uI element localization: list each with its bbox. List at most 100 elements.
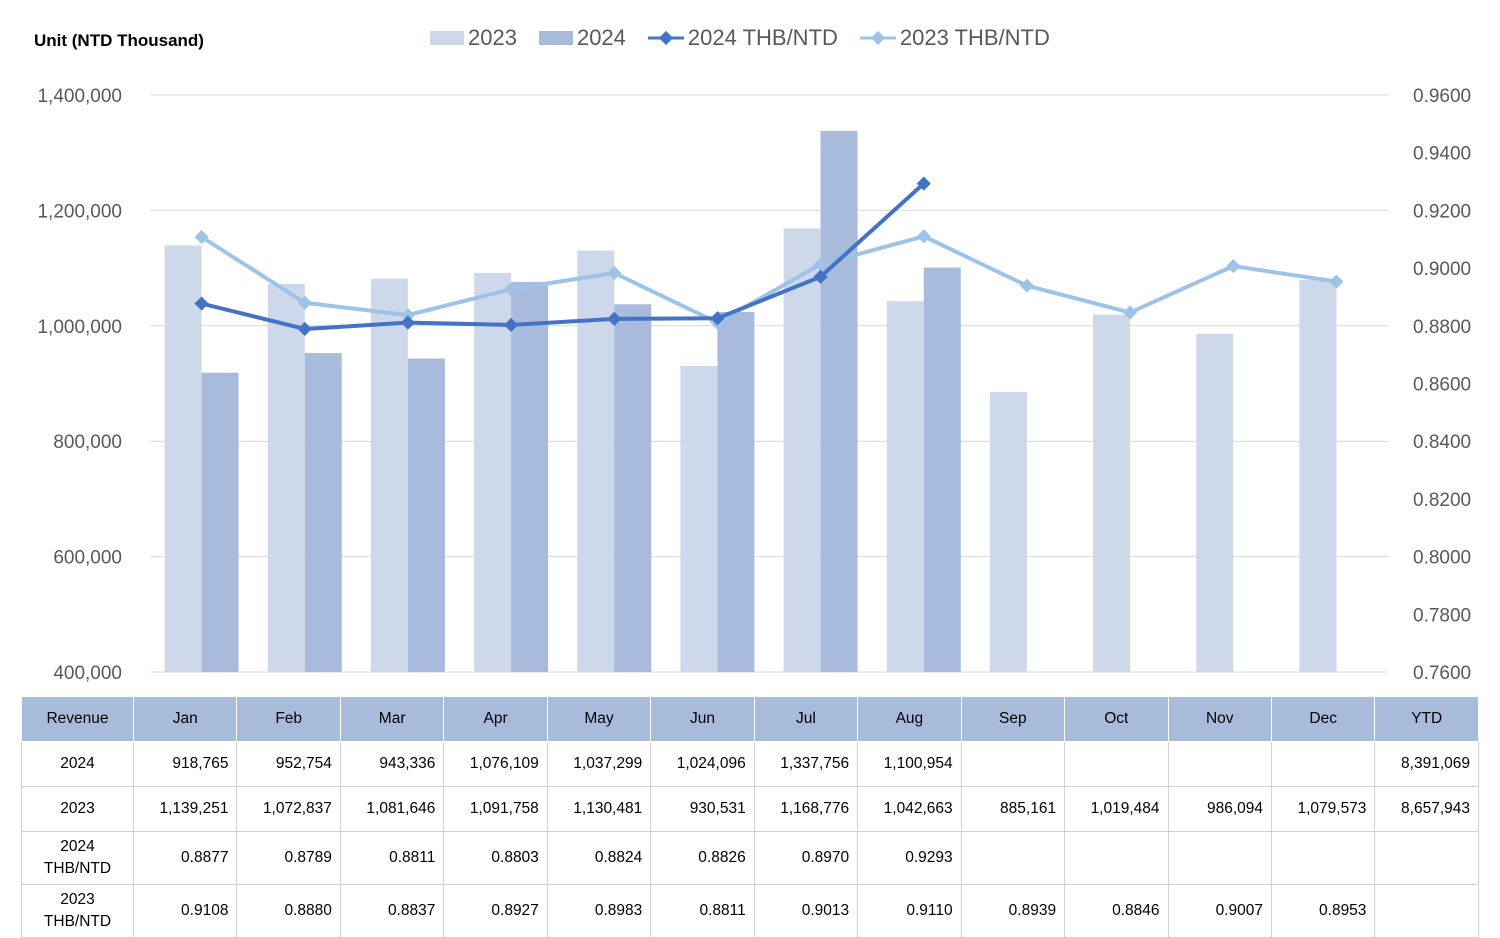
table-cell: 885,161 — [960, 786, 1066, 832]
chart-legend: 2023 2024 2024 THB/NTD 2023 THB/NTD — [430, 25, 1050, 51]
marker-2024-thb-ntd — [194, 296, 209, 311]
legend-label-2024-thb-ntd: 2024 THB/NTD — [687, 25, 838, 50]
table-cell — [1374, 884, 1479, 938]
right-axis-tick-label: 0.9400 — [1413, 144, 1471, 165]
table-header-aug: Aug — [857, 696, 962, 742]
table-row: 2023 1,139,251 1,072,837 1,081,646 1,091,758… — [21, 786, 1479, 832]
table-cell: 0.8789 — [236, 831, 341, 885]
marker-2023-thb-ntd — [504, 282, 519, 297]
bar-2024-feb — [304, 353, 342, 672]
table-cell: 0.8880 — [236, 884, 341, 938]
legend-item-2023: 2023 — [430, 25, 517, 51]
table-cell: 0.8837 — [339, 884, 445, 938]
right-axis-tick-label: 0.8600 — [1413, 375, 1471, 396]
table-cell: 0.8939 — [960, 884, 1066, 938]
right-axis-tick-label: 0.8200 — [1413, 490, 1471, 511]
legend-item-2024: 2024 — [538, 25, 626, 51]
table-cell: 8,657,943 — [1374, 786, 1479, 832]
marker-2023-thb-ntd — [916, 229, 931, 244]
table-row-label: 2023 — [21, 786, 134, 832]
bar-2024-aug — [923, 267, 961, 672]
table-cell: 0.8846 — [1064, 884, 1169, 938]
table-row-label: 2024 THB/NTD — [21, 831, 134, 885]
table-header-apr: Apr — [443, 696, 548, 742]
unit-label: Unit (NTD Thousand) — [34, 31, 204, 50]
bar-2024-jun — [717, 311, 755, 672]
table-cell: 1,139,251 — [132, 786, 238, 832]
marker-2024-thb-ntd — [607, 311, 622, 326]
marker-2023-thb-ntd — [400, 308, 415, 323]
table-header-jan: Jan — [132, 696, 238, 742]
marker-2024-thb-ntd — [710, 311, 725, 326]
legend-item-2024-thb-ntd: 2024 THB/NTD — [647, 25, 838, 51]
table-header-jun: Jun — [650, 696, 755, 742]
table-row: 2024 THB/NTD 0.8877 0.8789 0.8811 0.8803 0.882… — [21, 831, 1479, 885]
table-header-sep: Sep — [960, 696, 1066, 742]
combo-chart: 1,400,000 1,200,000 1,000,000 800,000 600,00… — [37, 86, 1471, 684]
right-axis-tick-label: 0.8800 — [1413, 317, 1471, 338]
right-axis-tick-label: 0.9200 — [1413, 201, 1471, 222]
legend-swatch-2023 — [430, 31, 464, 45]
table-header-oct: Oct — [1064, 696, 1169, 742]
table-cell: 0.9110 — [857, 884, 962, 938]
table-cell: 918,765 — [132, 741, 238, 787]
right-axis-tick-label: 0.9600 — [1413, 86, 1471, 107]
bar-2023-aug — [886, 301, 924, 672]
table-cell: 0.8811 — [650, 884, 755, 938]
table-cell — [1167, 831, 1272, 885]
table-cell — [960, 831, 1066, 885]
legend-swatch-2024 — [538, 31, 573, 45]
bar-2023-feb — [267, 283, 305, 672]
table-cell — [1064, 831, 1169, 885]
table-cell: 1,076,109 — [443, 741, 548, 787]
bar-2023-oct — [1093, 314, 1131, 672]
left-axis-tick-label: 800,000 — [53, 432, 122, 453]
marker-2023-thb-ntd — [1019, 278, 1034, 293]
table-cell: 0.8970 — [753, 831, 859, 885]
table-row-label-line: THB/NTD — [43, 860, 112, 877]
marker-2024-thb-ntd — [813, 269, 828, 284]
table-cell — [1374, 831, 1479, 885]
marker-2024-thb-ntd — [504, 317, 519, 333]
revenue-table: Revenue Jan Feb Mar Apr May Jun Jul Aug Sep Oct Nov… — [21, 696, 1479, 938]
bar-2023-dec — [1299, 279, 1337, 672]
right-axis-tick-label: 0.8400 — [1413, 432, 1471, 453]
table-header-mar: Mar — [339, 696, 445, 742]
bar-2024-may — [614, 304, 652, 672]
table-cell — [1064, 741, 1169, 787]
table-cell: 1,072,837 — [236, 786, 341, 832]
table-cell — [1270, 741, 1376, 787]
marker-2023-thb-ntd — [1329, 274, 1344, 289]
table-cell: 0.9007 — [1167, 884, 1272, 938]
table-header-nov: Nov — [1167, 696, 1272, 742]
table-cell: 0.8826 — [650, 831, 755, 885]
bar-2023-nov — [1196, 333, 1234, 672]
line-2023-thb-ntd — [200, 234, 1337, 325]
table-cell — [1167, 741, 1272, 787]
bar-2023-jan — [164, 245, 202, 672]
right-axis-tick-label: 0.8000 — [1413, 548, 1471, 569]
left-axis-tick-label: 600,000 — [53, 548, 122, 569]
bar-2024-apr — [511, 281, 549, 672]
table-cell — [960, 741, 1066, 787]
left-axis-tick-label: 1,400,000 — [37, 86, 122, 107]
table-cell: 1,100,954 — [857, 741, 962, 787]
table-cell: 0.8877 — [132, 831, 238, 885]
marker-2023-thb-ntd — [1123, 305, 1138, 320]
bar-2023-sep — [989, 392, 1027, 672]
right-axis-tick-label: 0.7600 — [1413, 663, 1471, 684]
marker-2024-thb-ntd — [400, 315, 415, 330]
marker-2024-thb-ntd — [916, 176, 931, 191]
table-row-label-line: THB/NTD — [43, 913, 112, 930]
table-cell: 1,024,096 — [650, 741, 755, 787]
table-cell: 0.8811 — [339, 831, 445, 885]
marker-2023-thb-ntd — [1226, 259, 1241, 274]
table-cell: 1,079,573 — [1270, 786, 1376, 832]
table-cell: 1,037,299 — [546, 741, 652, 787]
marker-2023-thb-ntd — [607, 265, 622, 281]
marker-2024-thb-ntd — [297, 321, 312, 337]
table-row-label-line: 2023 — [60, 891, 95, 908]
table-cell: 0.8983 — [546, 884, 652, 938]
legend-item-2023-thb-ntd: 2023 THB/NTD — [859, 25, 1050, 51]
marker-2023-thb-ntd — [297, 295, 312, 310]
